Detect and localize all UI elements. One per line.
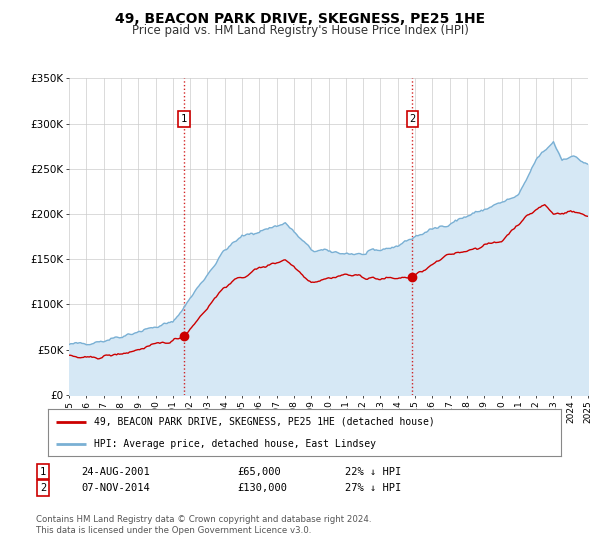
Text: 1: 1 <box>181 114 187 124</box>
Text: 27% ↓ HPI: 27% ↓ HPI <box>345 483 401 493</box>
Text: Contains HM Land Registry data © Crown copyright and database right 2024.: Contains HM Land Registry data © Crown c… <box>36 515 371 524</box>
Text: 24-AUG-2001: 24-AUG-2001 <box>81 466 150 477</box>
Text: 49, BEACON PARK DRIVE, SKEGNESS, PE25 1HE (detached house): 49, BEACON PARK DRIVE, SKEGNESS, PE25 1H… <box>94 417 435 427</box>
Text: 49, BEACON PARK DRIVE, SKEGNESS, PE25 1HE: 49, BEACON PARK DRIVE, SKEGNESS, PE25 1H… <box>115 12 485 26</box>
Text: 1: 1 <box>40 466 46 477</box>
Text: £130,000: £130,000 <box>237 483 287 493</box>
Text: This data is licensed under the Open Government Licence v3.0.: This data is licensed under the Open Gov… <box>36 526 311 535</box>
Text: Price paid vs. HM Land Registry's House Price Index (HPI): Price paid vs. HM Land Registry's House … <box>131 24 469 36</box>
Text: £65,000: £65,000 <box>237 466 281 477</box>
Text: 07-NOV-2014: 07-NOV-2014 <box>81 483 150 493</box>
Text: 2: 2 <box>409 114 416 124</box>
Text: 2: 2 <box>40 483 46 493</box>
Text: 22% ↓ HPI: 22% ↓ HPI <box>345 466 401 477</box>
Text: HPI: Average price, detached house, East Lindsey: HPI: Average price, detached house, East… <box>94 438 376 449</box>
